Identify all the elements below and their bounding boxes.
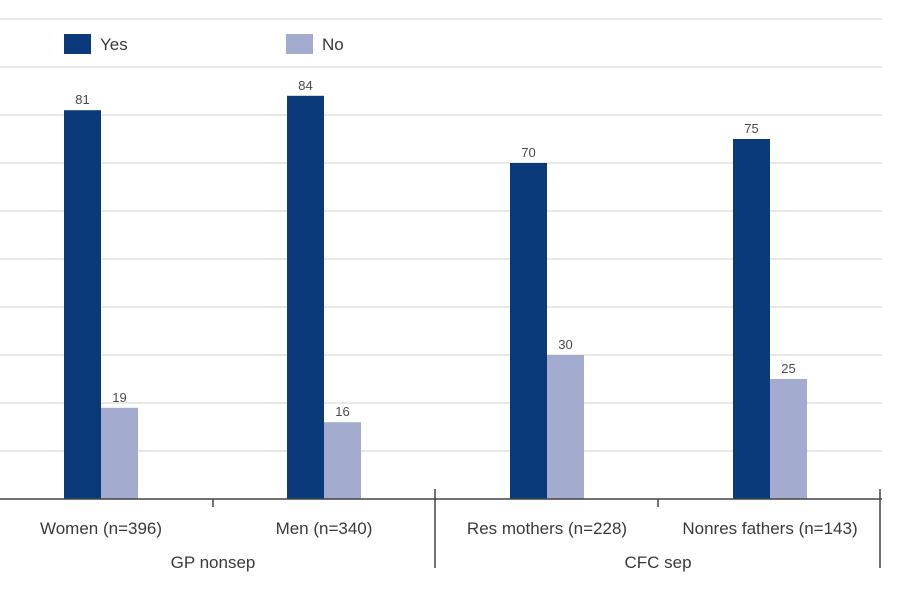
data-label: 25 xyxy=(781,361,795,376)
bar-no xyxy=(547,355,584,499)
group-label: GP nonsep xyxy=(171,553,256,572)
bar-no xyxy=(324,422,361,499)
data-label: 84 xyxy=(298,78,312,93)
bar-yes xyxy=(733,139,770,499)
data-label: 19 xyxy=(112,390,126,405)
legend-label-no: No xyxy=(322,35,344,54)
data-label: 30 xyxy=(558,337,572,352)
data-label: 16 xyxy=(335,404,349,419)
bar-yes xyxy=(64,110,101,499)
group-label: CFC sep xyxy=(624,553,691,572)
legend-swatch-no xyxy=(286,34,313,54)
category-label: Res mothers (n=228) xyxy=(467,519,627,538)
bar-no xyxy=(101,407,138,499)
gridlines xyxy=(0,18,882,452)
data-label: 70 xyxy=(521,145,535,160)
x-axis: Women (n=396) Men (n=340) Res mothers (n=2… xyxy=(0,489,882,572)
category-label: Men (n=340) xyxy=(276,519,373,538)
bars: 81 19 84 16 70 30 75 25 xyxy=(64,78,807,500)
data-label: 75 xyxy=(744,121,758,136)
bar-no xyxy=(770,379,807,499)
bar-yes xyxy=(287,95,324,500)
data-label: 81 xyxy=(75,92,89,107)
bar-yes xyxy=(510,163,547,499)
legend: Yes No xyxy=(64,34,344,54)
category-label: Women (n=396) xyxy=(40,519,162,538)
legend-label-yes: Yes xyxy=(100,35,128,54)
category-label: Nonres fathers (n=143) xyxy=(682,519,857,538)
legend-swatch-yes xyxy=(64,34,91,54)
